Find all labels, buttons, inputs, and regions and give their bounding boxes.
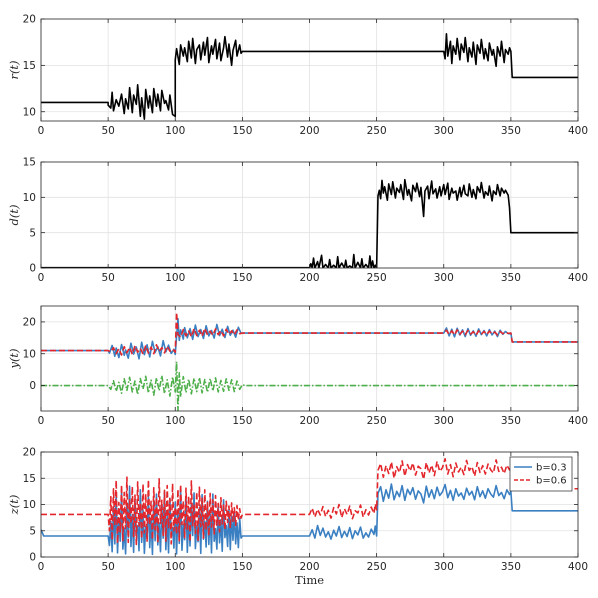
x-tick-label: 300: [434, 272, 454, 284]
series-line-2: [41, 311, 578, 356]
y-tick-label: 15: [23, 157, 36, 169]
x-tick-label: 100: [165, 125, 185, 137]
chart-panel-3: 0 50 100 150 200 250 300 350 400 0 10 20 y(t): [7, 305, 588, 427]
x-tick-label: 350: [501, 415, 521, 427]
x-tick-label: 50: [101, 561, 114, 573]
x-tick-label: 100: [165, 561, 185, 573]
x-tick-label: 400: [568, 272, 588, 284]
x-tick-label: 300: [434, 561, 454, 573]
x-tick-label: 250: [367, 561, 387, 573]
y-axis-label: y(t): [7, 348, 21, 369]
x-tick-label: 300: [434, 415, 454, 427]
y-tick-label: 15: [23, 60, 36, 72]
x-tick-label: 150: [232, 272, 252, 284]
chart-panel-1: 0 50 100 150 200 250 300 350 400 10 15 20 r(t): [7, 14, 588, 137]
x-tick-label: 0: [38, 272, 45, 284]
y-tick-label: 5: [29, 525, 36, 537]
x-tick-label: 350: [501, 125, 521, 137]
x-tick-label: 350: [501, 561, 521, 573]
y-tick-label: 0: [29, 263, 36, 275]
chart-panel-2: 0 50 100 150 200 250 300 350 400 0 5 10 15 d(t): [7, 157, 588, 284]
x-tick-label: 100: [165, 272, 185, 284]
x-tick-label: 400: [568, 125, 588, 137]
x-tick-label: 0: [38, 125, 45, 137]
y-tick-label: 10: [23, 499, 36, 511]
x-tick-label: 0: [38, 415, 45, 427]
legend-box: [509, 456, 573, 492]
series-line-1: [41, 317, 578, 360]
x-tick-label: 0: [38, 561, 45, 573]
legend-label: b=0.3: [536, 463, 567, 474]
y-tick-label: 0: [29, 380, 36, 392]
series-line-1: [41, 483, 578, 556]
y-tick-label: 10: [23, 192, 36, 204]
x-tick-label: 100: [165, 415, 185, 427]
x-tick-label: 150: [232, 561, 252, 573]
x-tick-label: 400: [568, 561, 588, 573]
y-tick-label: 10: [23, 348, 36, 360]
x-tick-label: 200: [299, 415, 319, 427]
y-axis-label: r(t): [7, 60, 21, 79]
y-tick-label: 10: [23, 106, 36, 118]
y-tick-label: 0: [29, 552, 36, 564]
chart-panel-4: 0 50 100 150 200 250 300 350 400 0 5 10 15 20 z(t) Time…: [7, 447, 588, 587]
x-tick-label: 350: [501, 272, 521, 284]
y-tick-label: 20: [23, 447, 36, 459]
series-line-2: [41, 458, 578, 546]
x-tick-label: 150: [232, 125, 252, 137]
x-tick-label: 200: [299, 272, 319, 284]
x-axis-label: Time: [295, 573, 324, 587]
y-tick-label: 5: [29, 227, 36, 239]
x-tick-label: 50: [101, 415, 114, 427]
series-line-1: [41, 33, 578, 120]
x-tick-label: 400: [568, 415, 588, 427]
legend-label: b=0.6: [536, 476, 567, 487]
legend: b=0.3 b=0.6: [509, 456, 573, 492]
y-tick-label: 20: [23, 14, 36, 26]
x-tick-label: 250: [367, 272, 387, 284]
y-axis-label: d(t): [7, 205, 21, 226]
y-tick-label: 15: [23, 473, 36, 485]
x-tick-label: 200: [299, 125, 319, 137]
x-tick-label: 300: [434, 125, 454, 137]
x-tick-label: 50: [101, 125, 114, 137]
y-tick-label: 20: [23, 317, 36, 329]
x-tick-label: 200: [299, 561, 319, 573]
series-line-1: [41, 178, 578, 268]
x-tick-label: 250: [367, 125, 387, 137]
x-tick-label: 50: [101, 272, 114, 284]
series-line-3: [41, 360, 578, 411]
x-tick-label: 250: [367, 415, 387, 427]
x-tick-label: 150: [232, 415, 252, 427]
y-axis-label: z(t): [7, 495, 21, 516]
